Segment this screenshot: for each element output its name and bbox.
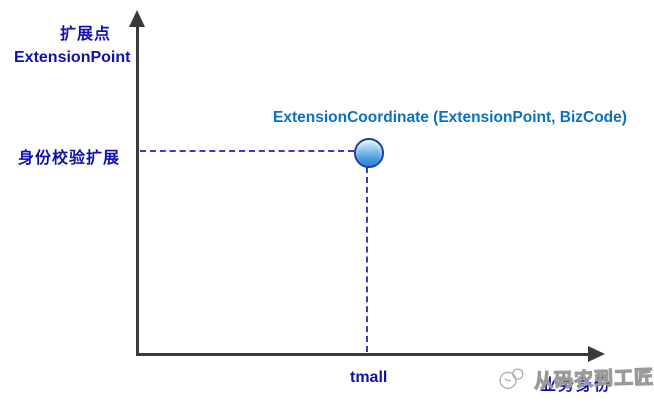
x-axis-arrow-icon: [588, 346, 605, 362]
y-axis-value-label: 身份校验扩展: [18, 150, 121, 167]
y-axis-line: [136, 24, 139, 356]
x-axis-title-zh: 业务身份: [540, 377, 613, 394]
y-axis-title-zh: 扩展点: [60, 26, 112, 43]
watermark: 从码农到工匠: [498, 361, 654, 395]
y-axis-title-en: ExtensionPoint: [14, 49, 131, 66]
y-axis-arrow-icon: [129, 10, 145, 27]
x-axis-line: [136, 353, 590, 356]
point-label: ExtensionCoordinate (ExtensionPoint, Biz…: [273, 109, 627, 126]
dashed-line-horizontal: [140, 150, 354, 152]
craftsman-logo-icon: [498, 366, 529, 396]
coordinate-point: [354, 138, 384, 168]
x-axis-value-label: tmall: [350, 369, 388, 386]
dashed-line-vertical: [366, 167, 368, 352]
watermark-text: 从码农到工匠: [533, 367, 654, 393]
